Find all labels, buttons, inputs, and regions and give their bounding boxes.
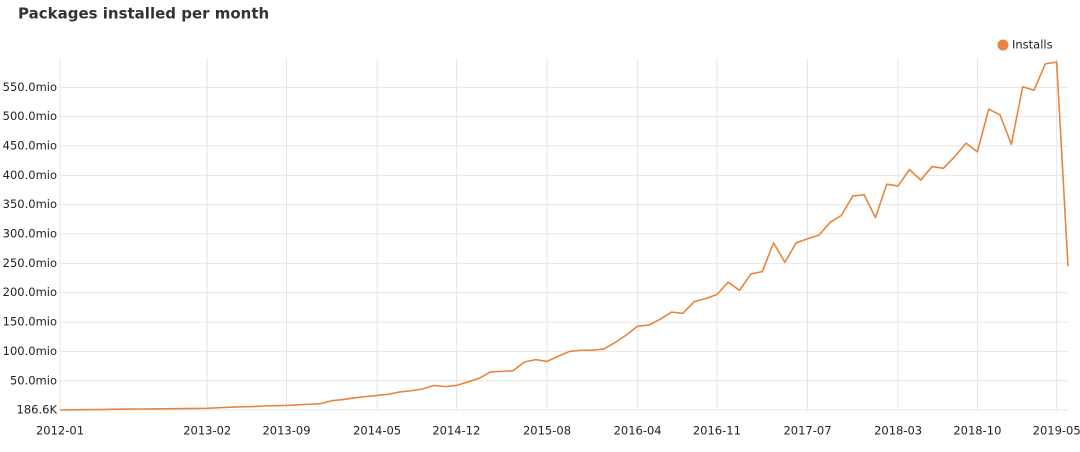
x-tick-label: 2013-02 <box>183 424 231 438</box>
y-tick-label: 500.0mio <box>3 109 57 123</box>
y-tick-label: 400.0mio <box>3 168 57 182</box>
x-tick-label: 2018-03 <box>874 424 922 438</box>
x-tick-label: 2012-01 <box>36 424 84 438</box>
x-tick-label: 2018-10 <box>953 424 1001 438</box>
x-tick-label: 2016-11 <box>693 424 741 438</box>
y-tick-label: 200.0mio <box>3 285 57 299</box>
x-tick-label: 2013-09 <box>262 424 310 438</box>
x-tick-label: 2017-07 <box>783 424 831 438</box>
x-tick-label: 2014-05 <box>353 424 401 438</box>
y-tick-label: 100.0mio <box>3 344 57 358</box>
x-tick-label: 2019-05 <box>1033 424 1080 438</box>
y-tick-label: 350.0mio <box>3 197 57 211</box>
x-tick-label: 2016-04 <box>614 424 662 438</box>
y-tick-label: 300.0mio <box>3 227 57 241</box>
y-tick-label: 450.0mio <box>3 139 57 153</box>
y-tick-label: 186.6K <box>17 403 58 417</box>
y-tick-label: 250.0mio <box>3 256 57 270</box>
x-tick-label: 2015-08 <box>523 424 571 438</box>
legend-marker <box>997 39 1009 51</box>
y-tick-label: 150.0mio <box>3 315 57 329</box>
line <box>59 61 1069 411</box>
legend-label: Installs <box>1012 38 1053 52</box>
x-tick-label: 2014-12 <box>432 424 480 438</box>
y-tick-label: 550.0mio <box>3 80 57 94</box>
chart-title: Packages installed per month <box>18 5 269 23</box>
y-tick-label: 50.0mio <box>10 373 57 387</box>
